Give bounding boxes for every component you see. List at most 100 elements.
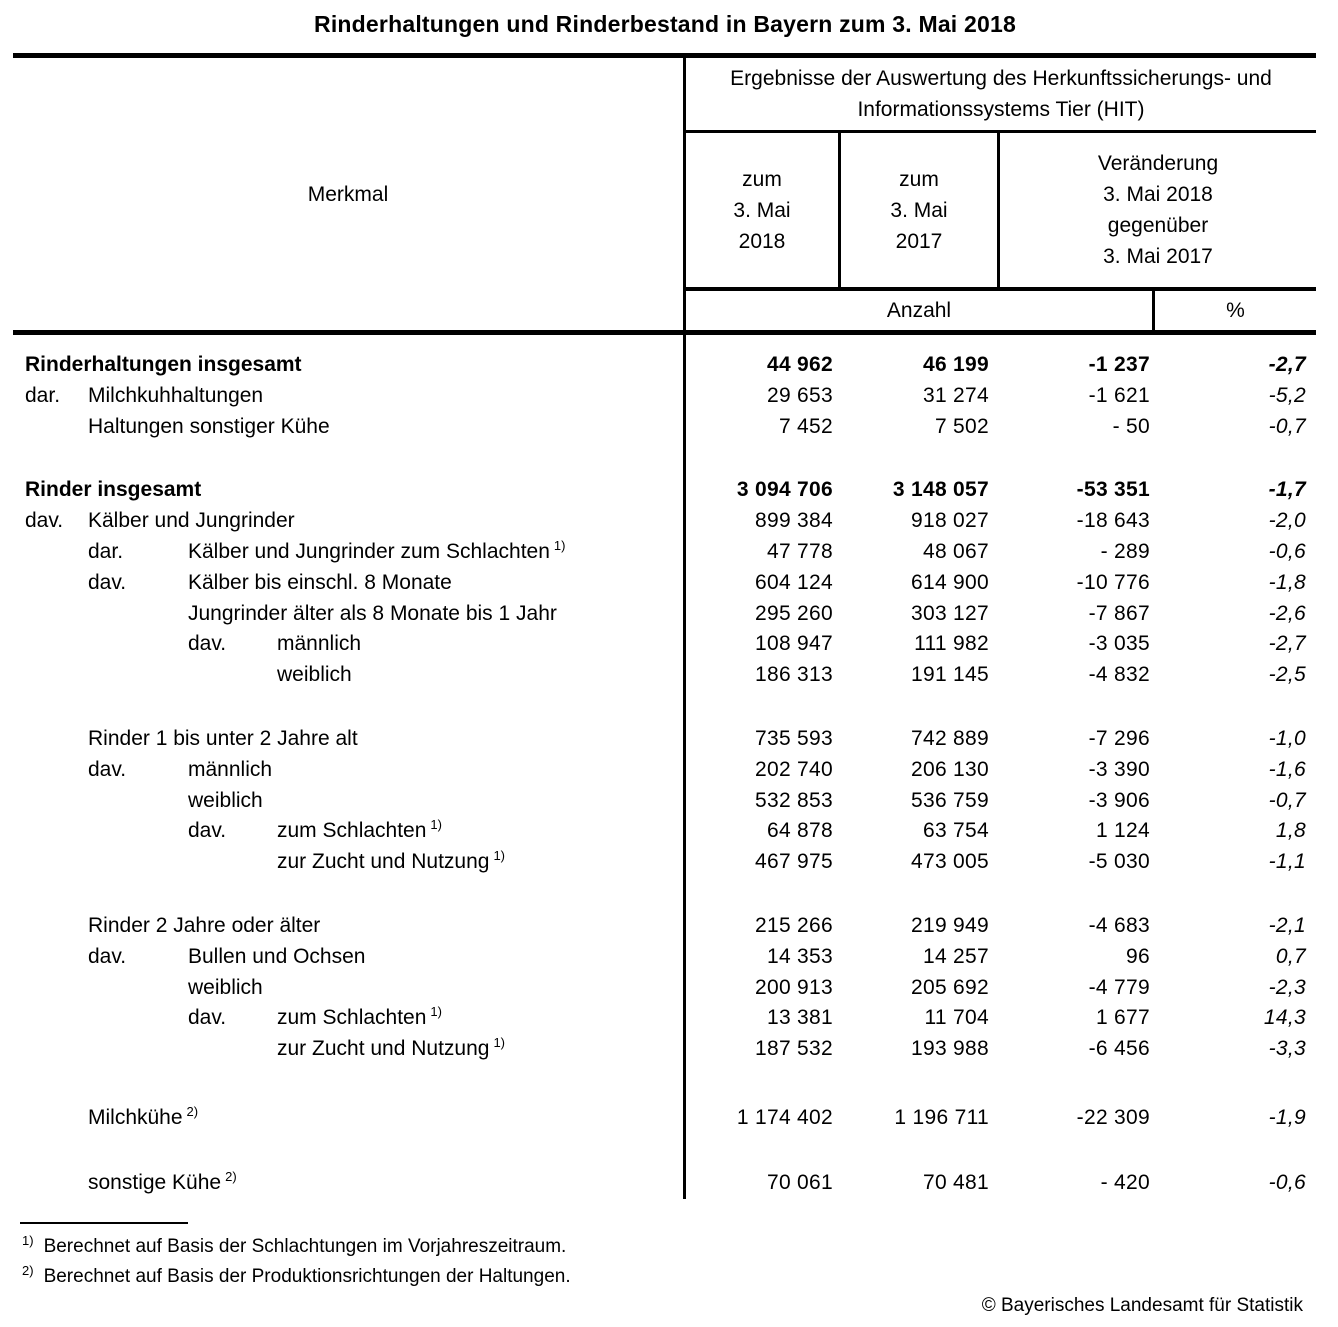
- table-row: dav. männlich 108 947 111 982 -3 035 -2,…: [13, 629, 1316, 660]
- row-label: männlich: [188, 757, 273, 781]
- value-change-abs: -4 779: [1088, 975, 1150, 999]
- row-label: Milchkuhhaltungen: [88, 383, 264, 407]
- row-prefix: dav.: [88, 944, 127, 968]
- footnote-2-marker: 2): [22, 1263, 34, 1278]
- value-2017: 70 481: [922, 1170, 989, 1194]
- value-2018: 13 381: [766, 1006, 833, 1030]
- value-change-abs: 1 124: [1095, 819, 1150, 843]
- table-row: Milchkühe 2) 1 174 402 1 196 711 -22 309 …: [13, 1103, 1316, 1134]
- value-2017: 918 027: [910, 509, 989, 533]
- value-2018: 215 266: [754, 913, 833, 937]
- table-row: weiblich 186 313 191 145 -4 832 -2,5: [13, 660, 1316, 691]
- value-change-pct: -0,6: [1268, 539, 1306, 563]
- value-2017: 191 145: [910, 663, 989, 687]
- value-2018: 14 353: [766, 944, 833, 968]
- row-prefix: dav.: [188, 819, 227, 843]
- value-2017: 303 127: [910, 601, 989, 625]
- value-2017: 48 067: [922, 539, 989, 563]
- value-change-abs: -4 683: [1088, 913, 1150, 937]
- footnote-marker: 1): [493, 848, 506, 864]
- value-2018: 64 878: [766, 819, 833, 843]
- table-row: Rinder insgesamt 3 094 706 3 148 057 -53…: [13, 475, 1316, 506]
- value-2018: 467 975: [754, 850, 833, 874]
- value-2017: 206 130: [910, 757, 989, 781]
- value-change-pct: -2,1: [1268, 913, 1306, 937]
- value-2017: 742 889: [910, 726, 989, 750]
- group-spacer: [13, 1134, 1316, 1168]
- value-change-pct: 1,8: [1275, 819, 1306, 843]
- unit-header-anzahl: Anzahl: [886, 299, 952, 322]
- row-label: weiblich: [188, 975, 263, 999]
- table-row: weiblich 200 913 205 692 -4 779 -2,3: [13, 973, 1316, 1004]
- value-change-abs: -53 351: [1076, 478, 1150, 502]
- row-label: Milchkühe 2): [88, 1103, 199, 1129]
- row-label: weiblich: [188, 788, 263, 812]
- value-2018: 604 124: [754, 570, 833, 594]
- value-change-pct: -1,9: [1268, 1105, 1306, 1129]
- value-2017: 7 502: [934, 414, 989, 438]
- value-change-pct: -2,3: [1268, 975, 1306, 999]
- value-change-pct: -1,0: [1268, 726, 1306, 750]
- value-change-abs: -18 643: [1076, 509, 1150, 533]
- column-header-change: Veränderung 3. Mai 2018 gegenüber 3. Mai…: [1097, 152, 1219, 268]
- table-row: dar. Milchkuhhaltungen 29 653 31 274 -1 …: [13, 381, 1316, 412]
- table-row: Jungrinder älter als 8 Monate bis 1 Jahr…: [13, 599, 1316, 630]
- value-2017: 11 704: [924, 1006, 989, 1030]
- value-2018: 735 593: [754, 726, 833, 750]
- row-label: sonstige Kühe 2): [88, 1168, 237, 1194]
- table-row: dav. Kälber und Jungrinder 899 384 918 0…: [13, 506, 1316, 537]
- value-change-pct: 0,7: [1275, 944, 1306, 968]
- value-2018: 295 260: [754, 601, 833, 625]
- table-row: dav. Kälber bis einschl. 8 Monate 604 12…: [13, 568, 1316, 599]
- footnote-marker: 2): [225, 1168, 237, 1184]
- row-label: Rinder insgesamt: [25, 478, 202, 502]
- table-row: dav. Bullen und Ochsen 14 353 14 257 96 …: [13, 942, 1316, 973]
- column-header-spanner: Ergebnisse der Auswertung des Herkunftss…: [730, 67, 1272, 121]
- table-row: dar. Kälber und Jungrinder zum Schlachte…: [13, 537, 1316, 568]
- value-change-abs: -1 237: [1088, 353, 1150, 376]
- footnote-marker: 1): [430, 817, 442, 833]
- value-2017: 1 196 711: [894, 1105, 989, 1129]
- table-row: zur Zucht und Nutzung 1) 187 532 193 988 …: [13, 1034, 1316, 1065]
- table-row: dav. männlich 202 740 206 130 -3 390 -1,…: [13, 755, 1316, 786]
- value-2017: 614 900: [910, 570, 989, 594]
- row-prefix: dav.: [88, 570, 127, 594]
- value-change-pct: 14,3: [1263, 1006, 1306, 1030]
- column-header-bottom-border: [686, 287, 1316, 291]
- row-label: Kälber und Jungrinder zum Schlachten 1): [188, 537, 566, 563]
- footnote-marker: 1): [553, 537, 566, 553]
- row-label: Rinderhaltungen insgesamt: [25, 353, 302, 376]
- table-row: Rinder 2 Jahre oder älter 215 266 219 94…: [13, 911, 1316, 942]
- value-change-abs: -7 296: [1088, 726, 1150, 750]
- value-2017: 473 005: [910, 850, 989, 874]
- anzahl-percent-divider: [1152, 291, 1155, 330]
- value-2018: 44 962: [766, 353, 833, 376]
- value-2017: 63 754: [922, 819, 989, 843]
- value-change-pct: -1,7: [1268, 478, 1306, 502]
- value-2017: 46 199: [922, 353, 989, 376]
- value-change-abs: -1 621: [1088, 383, 1150, 407]
- column-header-2017: zum 3. Mai 2017: [890, 167, 948, 253]
- value-change-pct: -2,7: [1268, 632, 1306, 656]
- value-change-pct: -2,0: [1268, 509, 1306, 533]
- value-change-abs: - 420: [1100, 1170, 1150, 1194]
- value-2018: 187 532: [754, 1037, 833, 1061]
- value-2017: 111 982: [914, 632, 989, 656]
- value-change-pct: -1,8: [1268, 570, 1306, 594]
- value-2018: 108 947: [754, 632, 833, 656]
- value-2017: 193 988: [910, 1037, 989, 1061]
- row-prefix: dav.: [25, 509, 64, 533]
- value-change-pct: -1,6: [1268, 757, 1306, 781]
- footnote-1-text: Berechnet auf Basis der Schlachtungen im…: [43, 1236, 567, 1257]
- row-label: Kälber und Jungrinder: [88, 509, 295, 533]
- row-label: zur Zucht und Nutzung 1): [277, 1035, 506, 1061]
- value-2018: 532 853: [754, 788, 833, 812]
- table-row: dav. zum Schlachten 1) 13 381 11 704 1 67…: [13, 1003, 1316, 1034]
- footnote-marker: 1): [430, 1004, 442, 1020]
- spanner-bottom-border: [686, 130, 1316, 133]
- value-2018: 1 174 402: [736, 1105, 833, 1129]
- col-2017-change-divider: [997, 133, 1000, 287]
- value-change-abs: -10 776: [1076, 570, 1150, 594]
- row-label: Kälber bis einschl. 8 Monate: [188, 570, 452, 594]
- footnote-marker: 1): [493, 1035, 506, 1051]
